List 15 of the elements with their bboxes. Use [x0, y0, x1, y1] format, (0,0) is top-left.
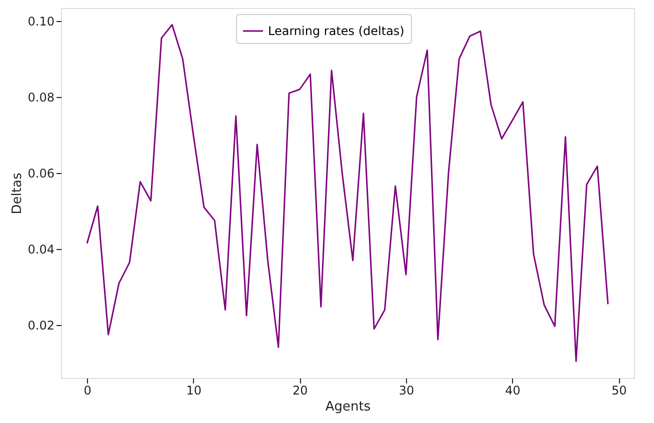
x-tick-label: 10 [186, 384, 202, 398]
y-tick-label: 0.04 [28, 242, 54, 257]
y-tick-label: 0.08 [28, 90, 54, 104]
y-tick-label: 0.10 [28, 14, 54, 28]
y-tick-label: 0.06 [28, 166, 54, 181]
y-tick-label: 0.02 [28, 318, 54, 333]
x-tick-label: 0 [84, 384, 92, 398]
line-series [86, 24, 609, 362]
legend-label: Learning rates (deltas) [268, 24, 404, 38]
y-axis-title: Deltas [10, 172, 25, 214]
x-tick-label: 20 [292, 384, 308, 398]
x-tick-label: 50 [611, 384, 627, 398]
x-tick-label: 30 [398, 384, 414, 398]
x-axis-title: Agents [325, 400, 371, 414]
x-tick-label: 40 [505, 384, 520, 398]
